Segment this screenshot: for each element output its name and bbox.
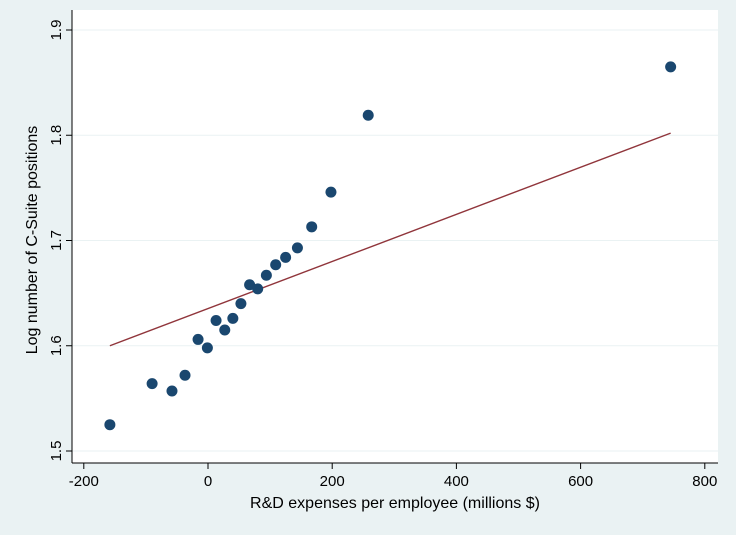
data-point (325, 186, 337, 198)
x-tick-label: -200 (69, 473, 99, 490)
data-point (219, 324, 231, 336)
data-point (252, 283, 264, 295)
data-points (104, 61, 677, 431)
data-point (280, 251, 292, 263)
data-point (146, 378, 158, 390)
data-point (210, 314, 222, 326)
y-tick-label: 1.7 (48, 230, 65, 251)
plot-area (72, 10, 718, 463)
y-tick-label: 1.8 (48, 125, 65, 146)
data-point (260, 269, 272, 281)
data-point (270, 259, 282, 271)
fit-line-group (109, 132, 671, 347)
y-axis-title: Log number of C-Suite positions (24, 126, 41, 355)
data-point (201, 342, 213, 354)
gridlines (72, 29, 718, 452)
x-axis-title: R&D expenses per employee (millions $) (250, 495, 540, 512)
data-point (179, 369, 191, 381)
x-tick-label: 600 (568, 473, 593, 490)
data-point (291, 242, 303, 254)
x-tick-label: 800 (692, 473, 717, 490)
data-point (362, 109, 374, 121)
data-point (227, 312, 239, 324)
x-tick-label: 400 (444, 473, 469, 490)
x-tick-label: 200 (320, 473, 345, 490)
data-point (192, 333, 204, 345)
x-tick-label: 0 (204, 473, 212, 490)
data-point (235, 298, 247, 310)
data-point (104, 419, 116, 431)
data-point (665, 61, 677, 73)
data-point (244, 279, 256, 291)
axes: 1.5 1.6 1.7 1.8 1.9 -200 0 200 400 600 800 (48, 10, 718, 490)
y-tick-label: 1.5 (48, 441, 65, 462)
y-tick-label: 1.6 (48, 335, 65, 356)
y-tick-label: 1.9 (48, 20, 65, 41)
fit-line (109, 132, 671, 347)
data-point (306, 221, 318, 233)
data-point (166, 385, 178, 397)
